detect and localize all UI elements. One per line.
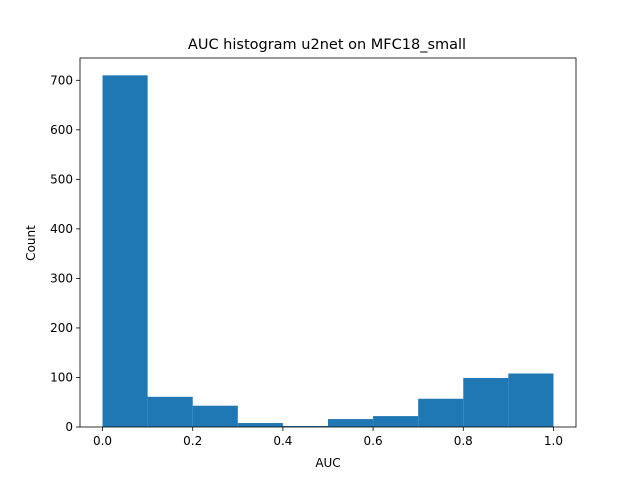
y-tick-label: 0 — [65, 420, 73, 434]
y-tick-label: 700 — [50, 73, 73, 87]
chart-title: AUC histogram u2net on MFC18_small — [188, 37, 466, 53]
y-axis-label: Count — [24, 225, 38, 261]
histogram-bar-9 — [508, 373, 554, 427]
x-axis-ticks: 0.0 0.2 0.4 0.6 0.8 1.0 — [93, 427, 563, 448]
x-tick-label: 0.2 — [183, 434, 202, 448]
y-tick-label: 300 — [50, 271, 73, 285]
y-tick-label: 200 — [50, 321, 73, 335]
histogram-bar-6 — [373, 416, 419, 427]
histogram-bar-5 — [328, 419, 374, 427]
x-tick-label: 1.0 — [544, 434, 563, 448]
histogram-bar-8 — [463, 377, 509, 427]
y-tick-label: 100 — [50, 370, 73, 384]
x-tick-label: 0.8 — [454, 434, 473, 448]
x-tick-label: 0.0 — [93, 434, 112, 448]
histogram-bar-2 — [192, 405, 238, 427]
plot-frame — [79, 57, 577, 428]
histogram-bar-3 — [237, 423, 283, 427]
y-tick-label: 500 — [50, 172, 73, 186]
y-tick-label: 400 — [50, 222, 73, 236]
histogram-bar-4 — [282, 426, 328, 427]
histogram-bar-1 — [147, 396, 193, 427]
x-tick-label: 0.6 — [364, 434, 383, 448]
histogram-bar-7 — [418, 398, 464, 427]
y-tick-label: 600 — [50, 123, 73, 137]
x-tick-label: 0.4 — [273, 434, 292, 448]
x-axis-label: AUC — [315, 456, 340, 470]
histogram-bar-0 — [102, 75, 148, 427]
y-axis-ticks: 0 100 200 300 400 500 600 700 — [50, 73, 80, 434]
bars-group — [102, 75, 554, 427]
